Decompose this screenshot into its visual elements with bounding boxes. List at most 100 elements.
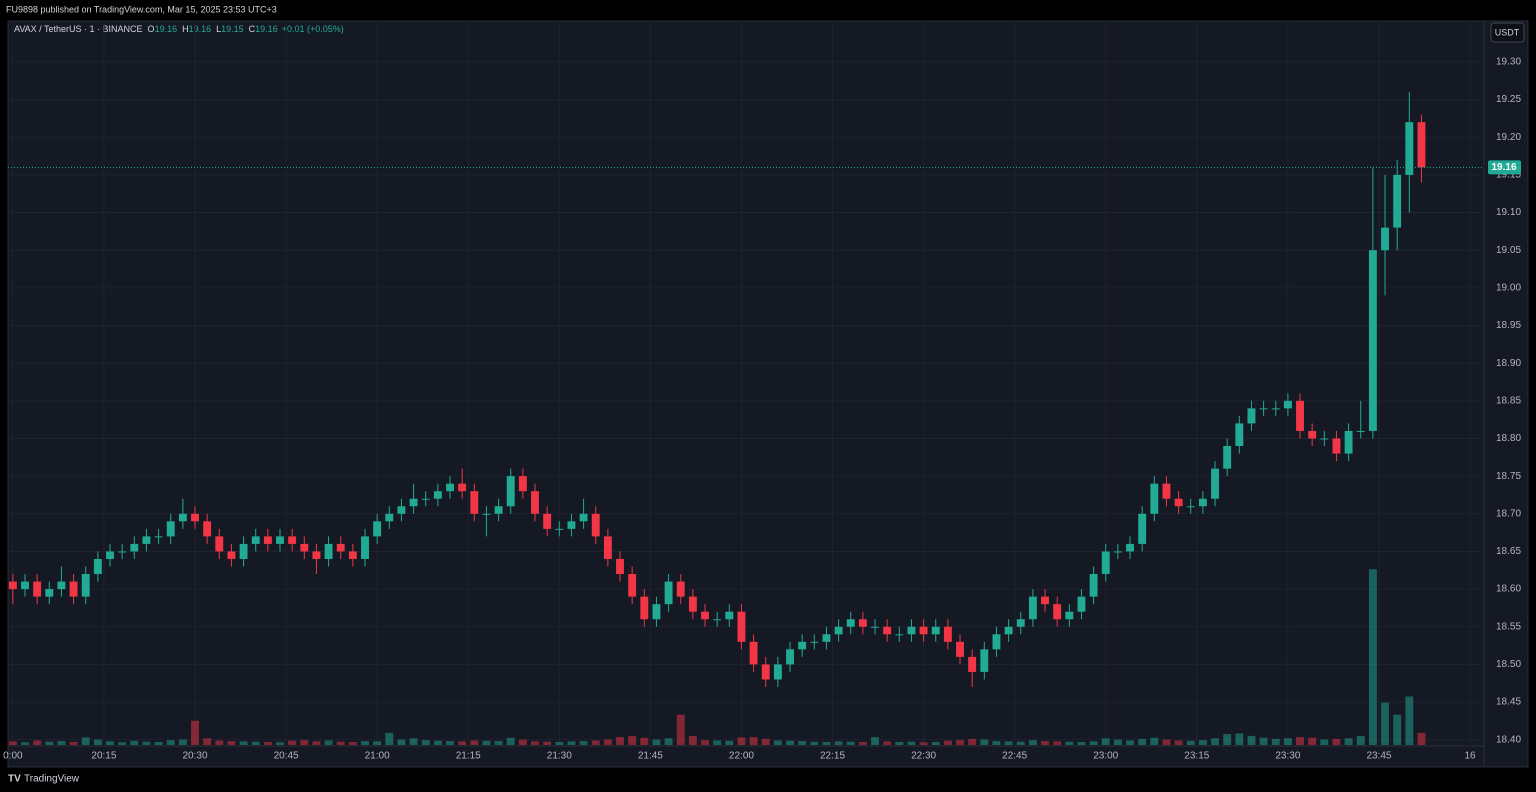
volume-bar <box>543 741 552 745</box>
volume-bar <box>1393 714 1402 745</box>
candle-body <box>640 596 649 620</box>
candle-body <box>276 536 284 544</box>
volume-bar <box>956 740 964 745</box>
candle-body <box>628 574 637 597</box>
candle-body <box>919 626 928 635</box>
candle-body <box>810 641 819 643</box>
volume-bar <box>725 740 734 745</box>
candle-body <box>8 581 17 590</box>
candle-body <box>834 626 843 635</box>
brand[interactable]: TradingView <box>24 774 80 785</box>
x-tick-label: 21:30 <box>547 751 572 762</box>
last-price-box <box>1488 160 1521 175</box>
volume-bar <box>664 738 673 745</box>
x-tick-label: 20:45 <box>274 751 299 762</box>
candle-body <box>421 498 430 500</box>
volume-bar <box>409 738 418 745</box>
volume-bar <box>968 738 977 745</box>
volume-bar <box>1211 738 1219 745</box>
volume-bar <box>8 741 17 745</box>
volume-bar <box>555 741 564 745</box>
candle-body <box>858 619 867 627</box>
candle-body <box>348 551 357 559</box>
volume-bar <box>203 738 212 745</box>
candle-body <box>956 641 964 657</box>
volume-bar <box>1186 740 1195 745</box>
candle-body <box>543 513 552 529</box>
y-tick-label: 19.25 <box>1496 94 1521 105</box>
currency-button[interactable]: USDT <box>1495 27 1520 37</box>
volume-bar <box>992 741 1001 745</box>
x-tick-label: 21:15 <box>456 751 481 762</box>
candle-body <box>652 604 661 620</box>
volume-bar <box>640 737 649 745</box>
candle-body <box>883 626 892 635</box>
candle-body <box>1308 430 1317 439</box>
volume-bar <box>1296 737 1304 745</box>
volume-bar <box>846 741 855 745</box>
volume-bar <box>1053 741 1062 745</box>
candle-body <box>154 536 163 538</box>
y-tick-label: 18.80 <box>1496 433 1521 444</box>
volume-bar <box>1126 740 1134 745</box>
candle-body <box>409 498 418 507</box>
candle-body <box>93 558 102 575</box>
candle-body <box>324 543 333 559</box>
currency-button-box[interactable] <box>1490 22 1525 43</box>
volume-bar <box>57 741 66 745</box>
last-price-label: 19.16 <box>1491 162 1516 173</box>
ohlc-label: L <box>216 24 221 34</box>
volume-bar <box>312 741 321 745</box>
y-tick-label: 18.65 <box>1496 546 1521 557</box>
volume-bar <box>1101 738 1110 745</box>
volume-bar <box>1381 702 1389 745</box>
candle-body <box>1016 619 1025 627</box>
volume-bar <box>1356 735 1365 745</box>
candle-body <box>106 551 114 559</box>
candle-body <box>1417 122 1426 168</box>
volume-bar <box>118 742 127 745</box>
volume-bar <box>518 739 527 745</box>
brand-logo[interactable]: TV <box>8 774 21 785</box>
volume-bar <box>1016 741 1025 745</box>
volume-bar <box>858 741 867 745</box>
volume-bar <box>69 741 78 745</box>
candle-body <box>664 581 673 605</box>
candle-body <box>1028 596 1037 620</box>
volume-bar <box>943 740 952 745</box>
volume-bar <box>470 740 479 745</box>
volume-bar <box>1283 738 1292 745</box>
candle-body <box>907 626 916 635</box>
candle-body <box>931 626 940 635</box>
x-tick-label: 23:30 <box>1275 751 1300 762</box>
volume-bar <box>300 740 309 745</box>
candle-body <box>288 536 297 544</box>
candle-body <box>518 476 527 492</box>
volume-bar <box>1320 739 1329 745</box>
candle-body <box>895 634 904 636</box>
volume-bar <box>33 740 42 745</box>
y-tick-label: 18.60 <box>1496 584 1521 595</box>
candle-body <box>361 536 369 559</box>
candle-body <box>458 483 467 492</box>
candle-body <box>761 664 770 680</box>
volume-bar <box>591 740 600 745</box>
x-tick-label: 21:00 <box>365 751 390 762</box>
candle-body <box>786 649 794 665</box>
candle-body <box>725 611 734 620</box>
volume-bar <box>421 740 430 745</box>
volume-bar <box>616 737 624 745</box>
candle-body <box>968 656 977 672</box>
ohlc-value: 19.16 <box>189 24 212 34</box>
candle-body <box>373 521 382 537</box>
volume-bar <box>737 737 746 745</box>
candle-body <box>616 558 624 575</box>
candle-body <box>531 491 539 514</box>
y-tick-label: 18.70 <box>1496 508 1521 519</box>
volume-bar <box>373 741 382 745</box>
volume-bar <box>106 741 114 745</box>
candle-body <box>81 574 90 597</box>
candle-body <box>749 641 758 665</box>
candle-body <box>69 581 78 597</box>
